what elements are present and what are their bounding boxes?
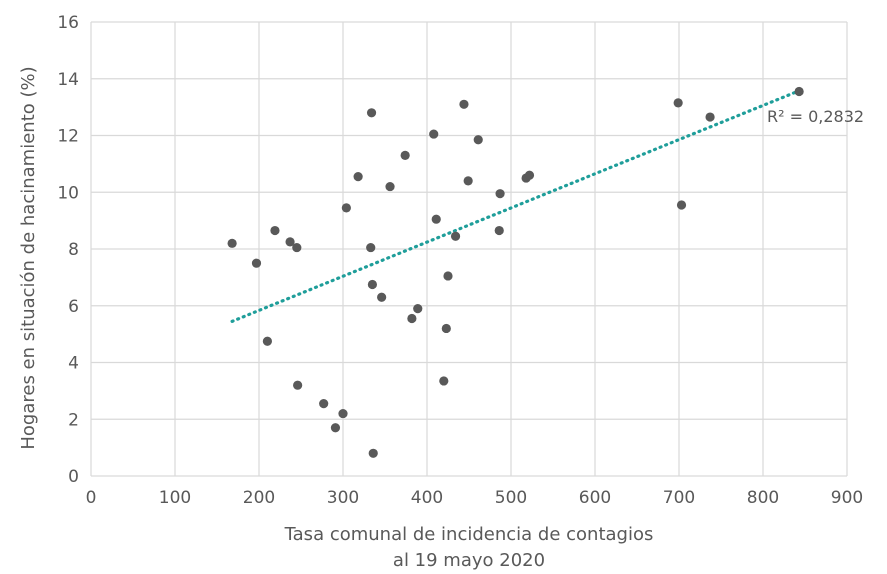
data-point — [319, 399, 329, 409]
y-tick-label: 12 — [57, 127, 79, 147]
data-point — [676, 200, 687, 210]
data-point — [341, 203, 351, 213]
data-point — [338, 408, 348, 419]
y-tick-label: 4 — [68, 354, 79, 374]
y-tick-label: 8 — [68, 240, 79, 260]
data-point — [293, 380, 303, 390]
y-tick-label: 16 — [57, 13, 79, 33]
y-axis-ticks: 0 2 4 6 8 10 12 14 16 — [57, 13, 79, 487]
data-point — [524, 170, 535, 180]
data-point — [495, 189, 505, 199]
data-point — [494, 225, 504, 236]
data-point — [377, 292, 387, 302]
r-squared-label: R² = 0,2832 — [767, 107, 864, 126]
y-tick-label: 0 — [68, 467, 79, 487]
y-tick-label: 2 — [68, 410, 79, 430]
data-point — [473, 135, 483, 145]
x-tick-label: 200 — [243, 488, 275, 508]
data-point — [227, 238, 237, 248]
x-tick-label: 300 — [327, 488, 359, 508]
data-point — [366, 108, 377, 118]
x-tick-label: 600 — [579, 488, 611, 508]
x-tick-label: 700 — [663, 488, 695, 508]
data-point — [439, 376, 449, 386]
data-point — [270, 225, 280, 236]
data-point — [429, 129, 439, 139]
data-point — [459, 99, 469, 109]
x-tick-label: 900 — [831, 488, 863, 508]
data-point — [443, 271, 453, 281]
x-axis-title-line-2: al 19 mayo 2020 — [393, 550, 545, 571]
y-tick-label: 14 — [57, 70, 79, 90]
x-axis-ticks: 0 100 200 300 400 500 600 700 800 900 — [86, 488, 864, 508]
trendline — [230, 88, 803, 323]
data-point — [441, 323, 451, 334]
x-axis-title-line-1: Tasa comunal de incidencia de contagios — [284, 524, 654, 545]
data-point — [366, 242, 376, 253]
data-point — [353, 172, 363, 182]
data-point — [330, 423, 341, 433]
data-points — [227, 86, 804, 458]
x-tick-label: 800 — [747, 488, 779, 508]
data-point — [367, 279, 377, 290]
data-point — [385, 181, 395, 192]
data-point — [705, 112, 715, 122]
data-point — [400, 150, 410, 160]
grid-lines — [90, 21, 848, 477]
x-tick-label: 400 — [411, 488, 443, 508]
data-point — [450, 231, 461, 241]
y-tick-label: 6 — [68, 297, 79, 317]
data-point — [285, 237, 295, 247]
data-point — [368, 448, 378, 458]
x-tick-label: 0 — [86, 488, 97, 508]
data-point — [431, 214, 441, 224]
data-point — [463, 176, 473, 186]
y-axis-title: Hogares en situación de hacinamiento (%) — [18, 66, 39, 449]
data-point — [407, 313, 417, 324]
x-tick-label: 100 — [159, 488, 191, 508]
data-point — [794, 86, 804, 97]
data-point — [251, 258, 262, 268]
data-point — [673, 98, 683, 108]
trendline-group — [230, 88, 803, 323]
x-tick-label: 500 — [495, 488, 527, 508]
y-tick-label: 10 — [57, 183, 79, 203]
data-point — [413, 303, 423, 314]
data-point — [262, 336, 272, 346]
data-point — [292, 242, 302, 253]
